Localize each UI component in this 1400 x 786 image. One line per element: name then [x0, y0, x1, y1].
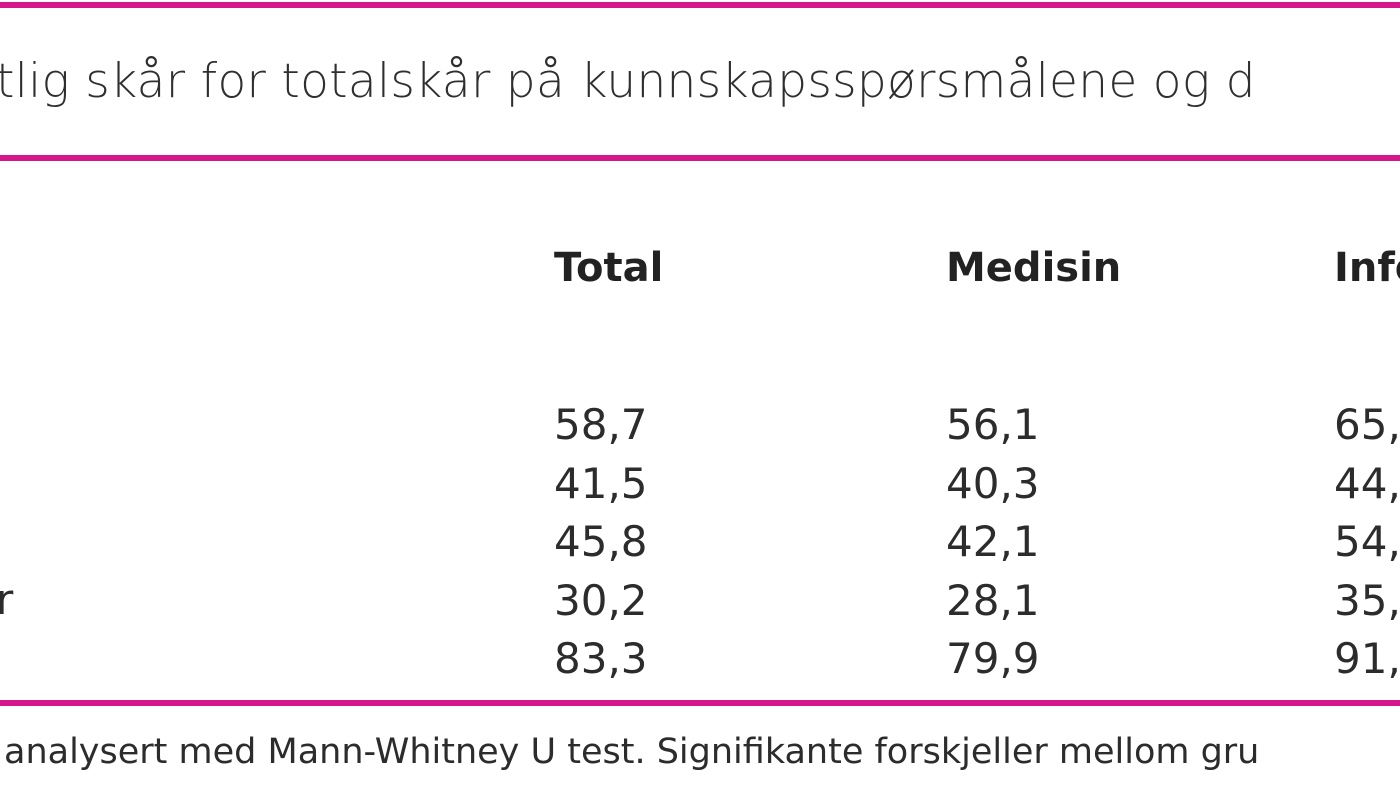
table-cell: 65,: [1334, 400, 1400, 449]
table-cell: 58,7: [554, 400, 648, 449]
table-cell: 40,3: [946, 458, 1040, 508]
bottom-rule: [0, 700, 1400, 706]
table-cell: 41,5: [554, 458, 648, 508]
column-info-values: 65, 44, 54, 35, 91,: [1334, 400, 1400, 693]
table-cell: 44,: [1334, 458, 1400, 508]
table-cell: 56,1: [946, 400, 1040, 449]
table-title: tlig skår for totalskår på kunnskapsspør…: [0, 54, 1256, 109]
table-cell: 30,2: [554, 575, 648, 625]
table-cell: 35,: [1334, 575, 1400, 625]
table-cell: 83,3: [554, 634, 648, 683]
column-header-total: Total: [554, 245, 664, 291]
table-cell: 91,: [1334, 634, 1400, 683]
table-cell: 54,: [1334, 517, 1400, 566]
table-cell: 42,1: [946, 517, 1040, 566]
column-header-info: Info: [1334, 245, 1400, 291]
table-cell: 28,1: [946, 575, 1040, 625]
column-medisin-values: 56,1 40,3 42,1 28,1 79,9: [946, 400, 1040, 693]
table-footnote: analysert med Mann-Whitney U test. Signi…: [4, 732, 1260, 772]
column-header-medisin: Medisin: [946, 245, 1122, 291]
table-cell: 45,8: [554, 517, 648, 566]
table-cell: 79,9: [946, 634, 1040, 683]
top-rule: [0, 2, 1400, 8]
row-label-fragment: r: [0, 575, 14, 624]
header-rule: [0, 155, 1400, 161]
column-total-values: 58,7 41,5 45,8 30,2 83,3: [554, 400, 648, 693]
